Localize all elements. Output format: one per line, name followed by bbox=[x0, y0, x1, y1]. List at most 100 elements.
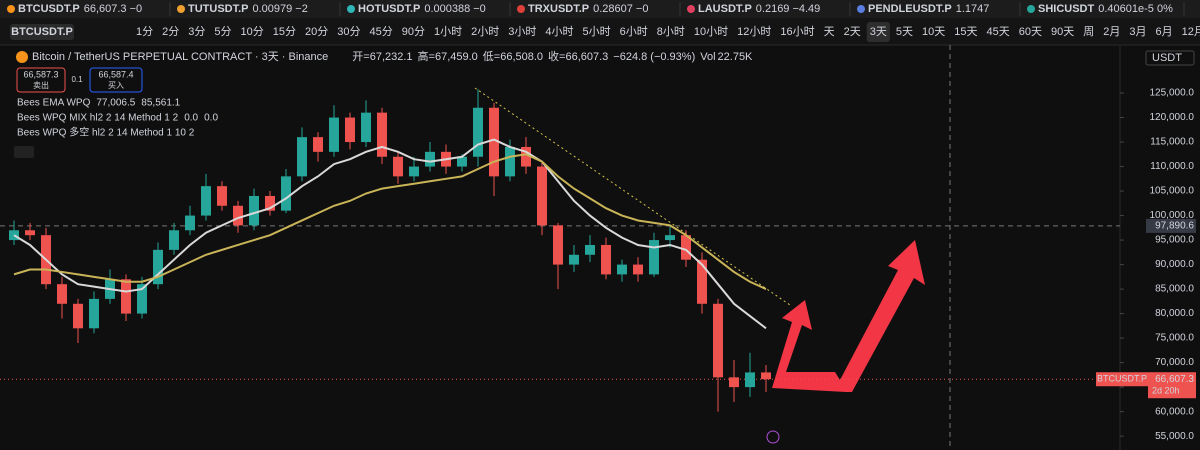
timeframe[interactable]: 2小时 bbox=[471, 25, 499, 38]
timeframe[interactable]: 60天 bbox=[1019, 26, 1042, 38]
vol-label: Vol bbox=[700, 51, 715, 63]
tab-change: −4.49 bbox=[792, 3, 820, 15]
timeframe[interactable]: 6小时 bbox=[620, 25, 648, 38]
y-tick-label: 95,000.0 bbox=[1155, 235, 1194, 246]
buy-label: 买入 bbox=[108, 81, 124, 90]
tab-name: PENDLEUSDT.P bbox=[868, 3, 952, 15]
y-tick-label: 70,000.0 bbox=[1155, 357, 1194, 368]
buy-price: 66,587.4 bbox=[98, 69, 133, 79]
tab-change: −2 bbox=[295, 3, 308, 15]
timeframe[interactable]: 周 bbox=[1083, 25, 1094, 38]
timeframe[interactable]: 12月 bbox=[1182, 26, 1200, 38]
indicator-value: 77,006.5 bbox=[96, 98, 135, 109]
timeframe[interactable]: 2月 bbox=[1103, 26, 1120, 38]
timeframe[interactable]: 20分 bbox=[305, 25, 328, 38]
indicator-value: 0.0 bbox=[204, 113, 218, 124]
timeframe[interactable]: 10小时 bbox=[694, 25, 728, 38]
collapse-button[interactable] bbox=[14, 146, 34, 158]
timeframe[interactable]: 12小时 bbox=[737, 25, 771, 38]
timeframe[interactable]: 90分 bbox=[402, 25, 425, 38]
candle-body bbox=[665, 235, 675, 241]
timeframe[interactable]: 3天 bbox=[870, 26, 887, 38]
candle-body bbox=[713, 303, 723, 378]
candle-body bbox=[745, 372, 755, 388]
y-tick-label: 100,000.0 bbox=[1150, 210, 1195, 221]
y-tick-label: 105,000.0 bbox=[1150, 186, 1195, 197]
tab-icon bbox=[1027, 5, 1035, 13]
timeframe[interactable]: 天 bbox=[824, 26, 835, 38]
candle-body bbox=[617, 264, 627, 275]
timeframe[interactable]: 3分 bbox=[188, 25, 205, 38]
tab-change: −0 bbox=[473, 3, 486, 15]
timeframe[interactable]: 10分 bbox=[241, 25, 264, 38]
buy-button[interactable] bbox=[89, 67, 143, 93]
ohlc: 低=66,508.0 bbox=[483, 50, 543, 63]
timeframe[interactable]: 5天 bbox=[896, 26, 913, 38]
timeframe[interactable]: 5分 bbox=[214, 25, 231, 38]
moving-average bbox=[13, 138, 767, 330]
timeframe[interactable]: 45天 bbox=[987, 26, 1010, 38]
tab-price: 0.28607 bbox=[593, 3, 633, 15]
toolbar bbox=[0, 18, 1200, 45]
candle-body bbox=[137, 284, 147, 314]
moving-average bbox=[13, 153, 767, 290]
price-tag bbox=[1148, 372, 1196, 399]
candle-body bbox=[57, 284, 67, 304]
candle-body bbox=[201, 186, 211, 216]
candle-body bbox=[649, 240, 659, 275]
timeframe[interactable]: 1分 bbox=[136, 25, 153, 38]
candle-body bbox=[73, 303, 83, 329]
timeframe[interactable]: 16小时 bbox=[780, 25, 814, 38]
timeframe[interactable]: 4小时 bbox=[545, 25, 573, 38]
candle-body bbox=[457, 156, 467, 167]
candle-body bbox=[361, 112, 371, 143]
timeframe[interactable]: 45分 bbox=[370, 25, 393, 38]
tab-bar bbox=[0, 0, 1200, 18]
timeframe[interactable]: 2分 bbox=[162, 25, 179, 38]
candle-body bbox=[313, 137, 323, 152]
timeframe[interactable]: 1小时 bbox=[434, 25, 462, 38]
candle-body bbox=[473, 107, 483, 157]
timeframe[interactable]: 3小时 bbox=[508, 25, 536, 38]
tab-name: HOTUSDT.P bbox=[358, 3, 420, 15]
sell-button[interactable] bbox=[16, 67, 66, 93]
timeframe[interactable]: 90天 bbox=[1051, 26, 1074, 38]
candle-body bbox=[585, 244, 595, 255]
timeframe[interactable]: 3月 bbox=[1129, 26, 1146, 38]
currency-select[interactable] bbox=[1145, 50, 1195, 66]
event-icon bbox=[766, 430, 780, 444]
symbol-box[interactable] bbox=[10, 24, 74, 40]
sell-label: 卖出 bbox=[33, 80, 49, 90]
timeframe[interactable]: 8小时 bbox=[657, 25, 685, 38]
candle-body bbox=[265, 195, 275, 211]
candle-body bbox=[409, 166, 419, 177]
last-price-label: 66,607.3 bbox=[1155, 374, 1194, 385]
candle-body bbox=[89, 298, 99, 329]
currency: USDT bbox=[1152, 52, 1182, 64]
symbol-tag-label: BTCUSDT.P bbox=[1097, 374, 1147, 384]
tab-change: −0 bbox=[130, 3, 143, 15]
candle-body bbox=[425, 151, 435, 167]
sell-price: 66,587.3 bbox=[23, 69, 58, 79]
timeframe[interactable]: 30分 bbox=[337, 25, 360, 38]
candle-body bbox=[761, 372, 771, 380]
tab-name: SHICUSDT bbox=[1038, 3, 1095, 15]
timeframe[interactable]: 2天 bbox=[844, 26, 861, 38]
candle-body bbox=[217, 186, 227, 206]
crosshair-tag bbox=[1146, 218, 1196, 233]
timeframe[interactable]: 15天 bbox=[954, 26, 977, 38]
indicator-name: Bees EMA WPQ bbox=[17, 98, 91, 109]
candle-body bbox=[681, 235, 691, 260]
timeframe[interactable]: 6月 bbox=[1156, 26, 1173, 38]
tab-price: 66,607.3 bbox=[84, 3, 127, 15]
timeframe[interactable]: 15分 bbox=[273, 25, 296, 38]
candle-body bbox=[329, 117, 339, 152]
candle-body bbox=[249, 195, 259, 226]
tab-name: LAUSDT.P bbox=[698, 3, 752, 15]
timeframe[interactable]: 10天 bbox=[922, 26, 945, 38]
y-tick-label: 90,000.0 bbox=[1155, 259, 1194, 270]
symbol-tag bbox=[1096, 372, 1148, 387]
indicator-value: 0.0 bbox=[184, 113, 198, 124]
timeframe[interactable]: 5小时 bbox=[583, 25, 611, 38]
